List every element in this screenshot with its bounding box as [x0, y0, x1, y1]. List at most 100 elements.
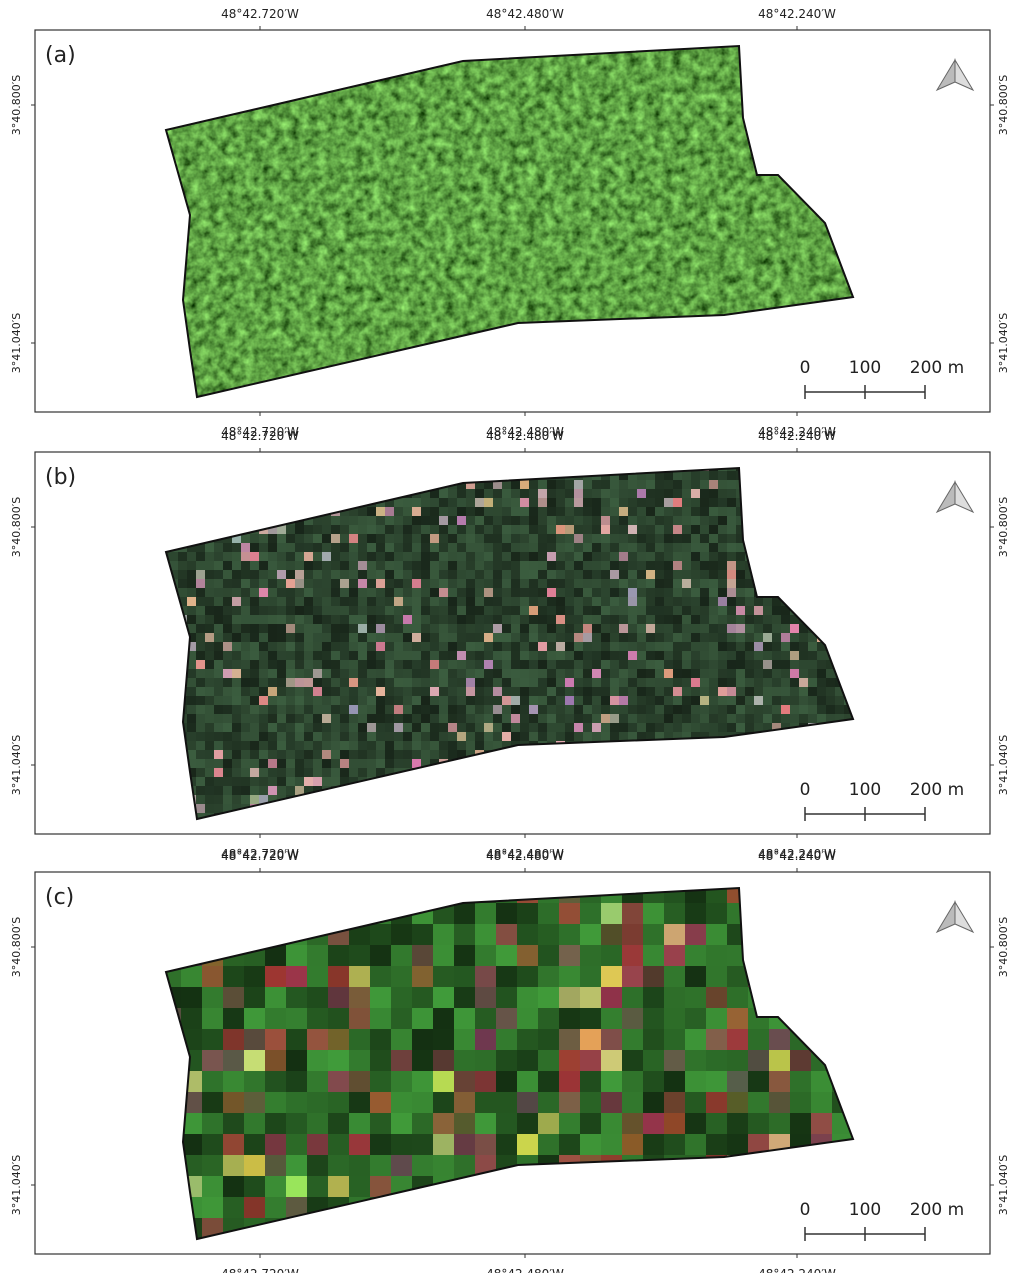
- pixel: [709, 516, 719, 526]
- scale-label: 100: [849, 358, 881, 378]
- pixel: [619, 507, 629, 517]
- pixel: [682, 642, 692, 652]
- pixel: [370, 1008, 392, 1030]
- pixel: [673, 579, 683, 589]
- pixel: [205, 768, 215, 778]
- pixel: [178, 561, 188, 571]
- pixel: [331, 687, 341, 697]
- pixel: [466, 516, 476, 526]
- pixel: [358, 660, 368, 670]
- pixel: [250, 768, 260, 778]
- pixel: [286, 1050, 308, 1072]
- pixel: [223, 687, 233, 697]
- pixel: [619, 642, 629, 652]
- pixel: [223, 750, 233, 760]
- pixel: [538, 696, 548, 706]
- pixel: [205, 732, 215, 742]
- pixel: [412, 750, 422, 760]
- pixel: [718, 705, 728, 715]
- pixel: [790, 633, 800, 643]
- pixel: [484, 723, 494, 733]
- pixel: [826, 705, 836, 715]
- pixel: [736, 579, 746, 589]
- pixel: [496, 924, 518, 946]
- pixel: [385, 552, 395, 562]
- pixel: [790, 1092, 812, 1114]
- pixel: [196, 579, 206, 589]
- pixel: [610, 507, 620, 517]
- pixel: [583, 624, 593, 634]
- pixel: [322, 624, 332, 634]
- pixel: [391, 1155, 413, 1177]
- pixel: [466, 723, 476, 733]
- pixel: [466, 669, 476, 679]
- pixel: [601, 588, 611, 598]
- pixel: [265, 1092, 287, 1114]
- pixel: [259, 669, 269, 679]
- pixel: [709, 696, 719, 706]
- pixel: [664, 507, 674, 517]
- pixel: [748, 1092, 770, 1114]
- pixel: [313, 777, 323, 787]
- pixel: [313, 525, 323, 535]
- pixel: [592, 651, 602, 661]
- pixel: [214, 543, 224, 553]
- pixel: [673, 498, 683, 508]
- pixel: [367, 633, 377, 643]
- pixel: [496, 966, 518, 988]
- pixel: [619, 687, 629, 697]
- pixel: [547, 615, 557, 625]
- pixel: [574, 687, 584, 697]
- pixel: [265, 1155, 287, 1177]
- figure: (a)0100200 m48°42.720′W48°42.720′W48°42.…: [0, 0, 1017, 1273]
- pixel: [706, 1008, 728, 1030]
- pixel: [394, 606, 404, 616]
- pixel: [646, 489, 656, 499]
- pixel: [655, 714, 665, 724]
- pixel: [196, 723, 206, 733]
- pixel: [781, 642, 791, 652]
- pixel: [187, 714, 197, 724]
- pixel: [646, 543, 656, 553]
- pixel: [244, 1029, 266, 1051]
- pixel: [313, 606, 323, 616]
- pixel: [322, 588, 332, 598]
- pixel: [673, 633, 683, 643]
- pixel: [448, 705, 458, 715]
- pixel: [214, 795, 224, 805]
- pixel: [592, 480, 602, 490]
- pixel: [559, 903, 581, 925]
- pixel: [286, 1092, 308, 1114]
- pixel: [682, 714, 692, 724]
- pixel: [574, 669, 584, 679]
- pixel: [520, 705, 530, 715]
- pixel: [637, 678, 647, 688]
- pixel: [448, 606, 458, 616]
- pixel: [727, 1071, 749, 1093]
- pixel: [664, 480, 674, 490]
- pixel: [250, 741, 260, 751]
- pixel: [394, 669, 404, 679]
- pixel: [772, 642, 782, 652]
- pixel: [628, 498, 638, 508]
- longitude-label: 48°42.240′W: [758, 849, 836, 863]
- pixel: [244, 1134, 266, 1156]
- pixel: [214, 579, 224, 589]
- pixel: [664, 924, 686, 946]
- pixel: [394, 660, 404, 670]
- pixel: [370, 1050, 392, 1072]
- pixel: [664, 1092, 686, 1114]
- pixel: [376, 624, 386, 634]
- pixel: [205, 795, 215, 805]
- pixel: [691, 705, 701, 715]
- pixel: [547, 714, 557, 724]
- pixel: [664, 1008, 686, 1030]
- pixel: [403, 570, 413, 580]
- pixel: [574, 570, 584, 580]
- pixel: [790, 651, 800, 661]
- pixel: [385, 642, 395, 652]
- pixel: [349, 1008, 371, 1030]
- pixel: [250, 777, 260, 787]
- pixel: [769, 1071, 791, 1093]
- pixel: [322, 696, 332, 706]
